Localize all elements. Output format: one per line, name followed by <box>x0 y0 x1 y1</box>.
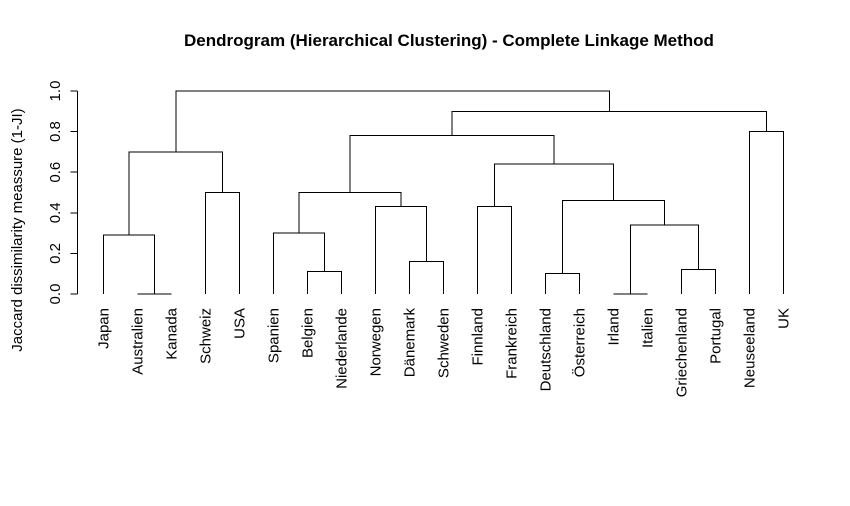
leaf-label: Dänemark <box>402 308 419 378</box>
leaf-label: Frankreich <box>504 308 521 379</box>
leaf-label: Griechenland <box>674 308 691 397</box>
leaf-label: Irland <box>606 308 623 346</box>
y-tick-label: 0.8 <box>47 121 64 142</box>
leaf-label: Schweiz <box>198 308 215 364</box>
leaf-label: Belgien <box>300 308 317 358</box>
leaf-label: USA <box>232 308 249 339</box>
y-tick-label: 0.6 <box>47 162 64 183</box>
leaf-label: Deutschland <box>538 308 555 391</box>
leaf-label: Kanada <box>164 307 181 359</box>
y-tick-label: 0.0 <box>47 284 64 305</box>
chart-title: Dendrogram (Hierarchical Clustering) - C… <box>184 31 714 50</box>
leaf-label: Italien <box>640 308 657 348</box>
leaf-label: Portugal <box>708 308 725 364</box>
leaf-label: Australien <box>130 308 147 375</box>
leaf-label: UK <box>776 308 793 329</box>
leaf-label: Niederlande <box>334 308 351 389</box>
leaf-label: Norwegen <box>368 308 385 376</box>
y-tick-label: 1.0 <box>47 81 64 102</box>
dendrogram-links <box>103 90 784 295</box>
leaf-label: Österreich <box>571 308 589 377</box>
leaf-label: Finnland <box>470 308 487 366</box>
y-axis <box>70 90 78 295</box>
leaf-label: Spanien <box>266 308 283 363</box>
leaf-label: Japan <box>96 308 113 349</box>
y-tick-label: 0.2 <box>47 243 64 264</box>
leaf-label: Schweden <box>436 308 453 378</box>
leaf-label: Neuseeland <box>742 308 759 388</box>
y-tick-label: 0.4 <box>47 202 64 223</box>
